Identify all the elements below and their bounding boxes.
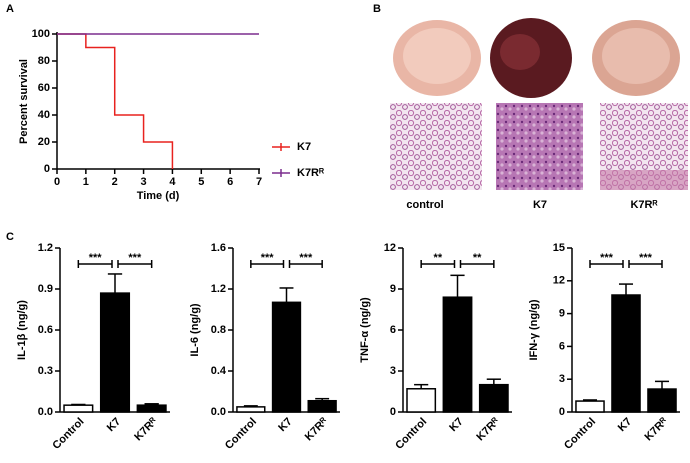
bar [307,399,337,413]
x-tick-label: K7 [276,416,294,434]
significance-label: ** [473,252,482,264]
x-tick-label: 6 [227,176,233,188]
y-tick-label: 60 [38,82,50,94]
y-tick-label: 3 [559,373,565,385]
y-tick-label: 0.8 [211,324,226,336]
y-tick-label: 9 [390,283,396,295]
bar [99,292,131,413]
significance-label: *** [639,252,653,264]
x-tick-label: 1 [83,176,89,188]
significance-label: *** [600,252,614,264]
y-tick-label: 3 [390,365,396,377]
x-tick-label: K7Rᴿ [643,416,671,444]
y-tick-label: 0 [559,406,565,418]
x-tick-label: Control [223,416,259,452]
y-axis-label: IFN-γ (ng/g) [528,299,540,360]
y-tick-label: 1.2 [38,242,53,254]
panel-label: A [6,3,14,15]
y-tick-label: 0.9 [38,283,53,295]
y-tick-label: 0 [44,163,50,175]
y-axis-label: IL-1β (ng/g) [16,300,28,360]
bar [611,294,641,413]
bar [575,400,605,413]
significance-label: *** [128,252,142,264]
x-tick-label: 5 [198,176,204,188]
panel-label: C [6,231,14,243]
bar [406,388,437,413]
x-tick-label: K7 [616,416,634,434]
significance-label: *** [261,252,275,264]
bar [442,296,473,413]
significance-label: *** [89,252,103,264]
x-tick-label: 7 [256,176,262,188]
y-tick-label: 0.6 [38,324,53,336]
y-tick-label: 100 [32,28,50,40]
y-axis-label: Percent survival [18,59,30,144]
bar [478,383,509,413]
y-tick-label: 0.0 [211,406,226,418]
lung-photos [393,18,680,98]
bar [136,404,167,413]
y-tick-label: 12 [384,242,396,254]
y-tick-label: 20 [38,136,50,148]
y-axis-label: IL-6 (ng/g) [189,303,201,356]
x-tick-label: Control [562,416,598,452]
x-tick-label: K7 [105,416,123,434]
y-tick-label: 0.0 [38,406,53,418]
x-tick-label: K7Rᴿ [132,416,160,444]
y-tick-label: 40 [38,109,50,121]
x-tick-label: K7 [447,416,465,434]
y-tick-label: 1.6 [211,242,226,254]
x-tick-label: K7Rᴿ [303,416,331,444]
image-label: control [406,199,443,211]
y-tick-label: 0.3 [38,365,53,377]
y-tick-label: 6 [390,324,396,336]
y-tick-label: 1.2 [211,283,226,295]
x-tick-label: 4 [169,176,176,188]
image-label: K7 [533,199,547,211]
x-tick-label: 0 [54,176,60,188]
bar [647,388,677,413]
histology-images [390,103,688,190]
legend-label: K7 [297,141,311,153]
y-tick-label: 80 [38,55,50,67]
bar [236,406,266,413]
y-axis-label: TNF-α (ng/g) [359,297,371,363]
x-tick-label: K7Rᴿ [474,416,502,444]
legend-label: K7Rᴿ [297,167,324,179]
y-tick-label: 0 [390,406,396,418]
x-tick-label: Control [50,416,86,452]
x-tick-label: 3 [141,176,147,188]
x-axis-label: Time (d) [137,190,180,202]
y-tick-label: 9 [559,308,565,320]
x-tick-label: Control [393,416,429,452]
x-tick-label: 2 [112,176,118,188]
significance-label: ** [434,252,443,264]
y-tick-label: 0.4 [211,365,227,377]
significance-label: *** [299,252,313,264]
y-tick-label: 12 [553,275,565,287]
y-tick-label: 15 [553,242,565,254]
bar [271,301,302,413]
bar [63,404,94,413]
image-label: K7Rᴿ [630,199,657,211]
survival-line [57,33,174,169]
y-tick-label: 6 [559,340,565,352]
panel-label: B [373,3,381,15]
